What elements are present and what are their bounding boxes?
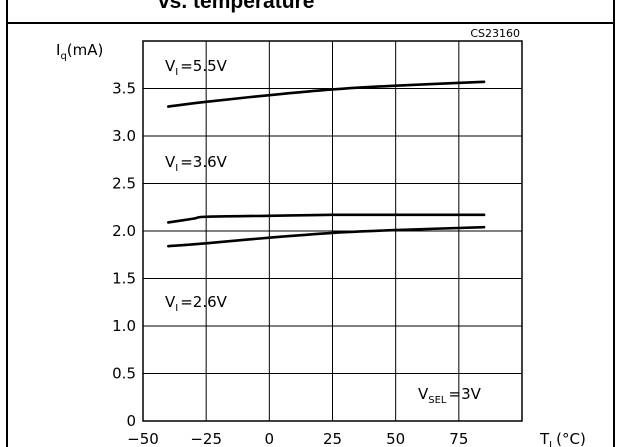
y-tick-label: 1.0 [112,317,136,335]
series-line [166,225,486,248]
y-tick-label: 2.5 [112,175,136,193]
y-tick-label: 3.5 [112,80,136,98]
y-tick-label: 2.0 [112,222,136,240]
chart-title: vs. temperature [158,0,314,13]
grid-lines [143,41,522,421]
label-vi-5-5v: VI =5.5V [165,57,228,78]
y-tick-label: 0 [126,412,136,430]
y-axis-label: Iq(mA) [56,41,103,62]
y-tick-label: 0.5 [112,365,136,383]
x-tick-label: −25 [190,430,222,447]
label-vsel-3v: VSEL =3V [418,385,482,406]
x-tick-label: 75 [449,430,468,447]
y-tick-label: 1.5 [112,270,136,288]
series-line [166,213,486,224]
series-curves [166,80,486,248]
y-tick-label: 3.0 [112,127,136,145]
x-tick-label: −50 [127,430,159,447]
chart-code: CS23160 [470,27,520,40]
x-tick-label: 25 [323,430,342,447]
x-axis-label: TJ (°C) [539,430,586,447]
y-tick-labels: 0 0.5 1.0 1.5 2.0 2.5 3.0 3.5 [112,80,136,431]
x-tick-label: 0 [265,430,275,447]
x-tick-labels: −50 −25 0 25 50 75 [127,430,468,447]
series-line [166,80,486,108]
x-tick-label: 50 [386,430,405,447]
label-vi-3-6v: VI =3.6V [165,153,228,174]
label-vi-2-6v: VI =2.6V [165,293,228,314]
